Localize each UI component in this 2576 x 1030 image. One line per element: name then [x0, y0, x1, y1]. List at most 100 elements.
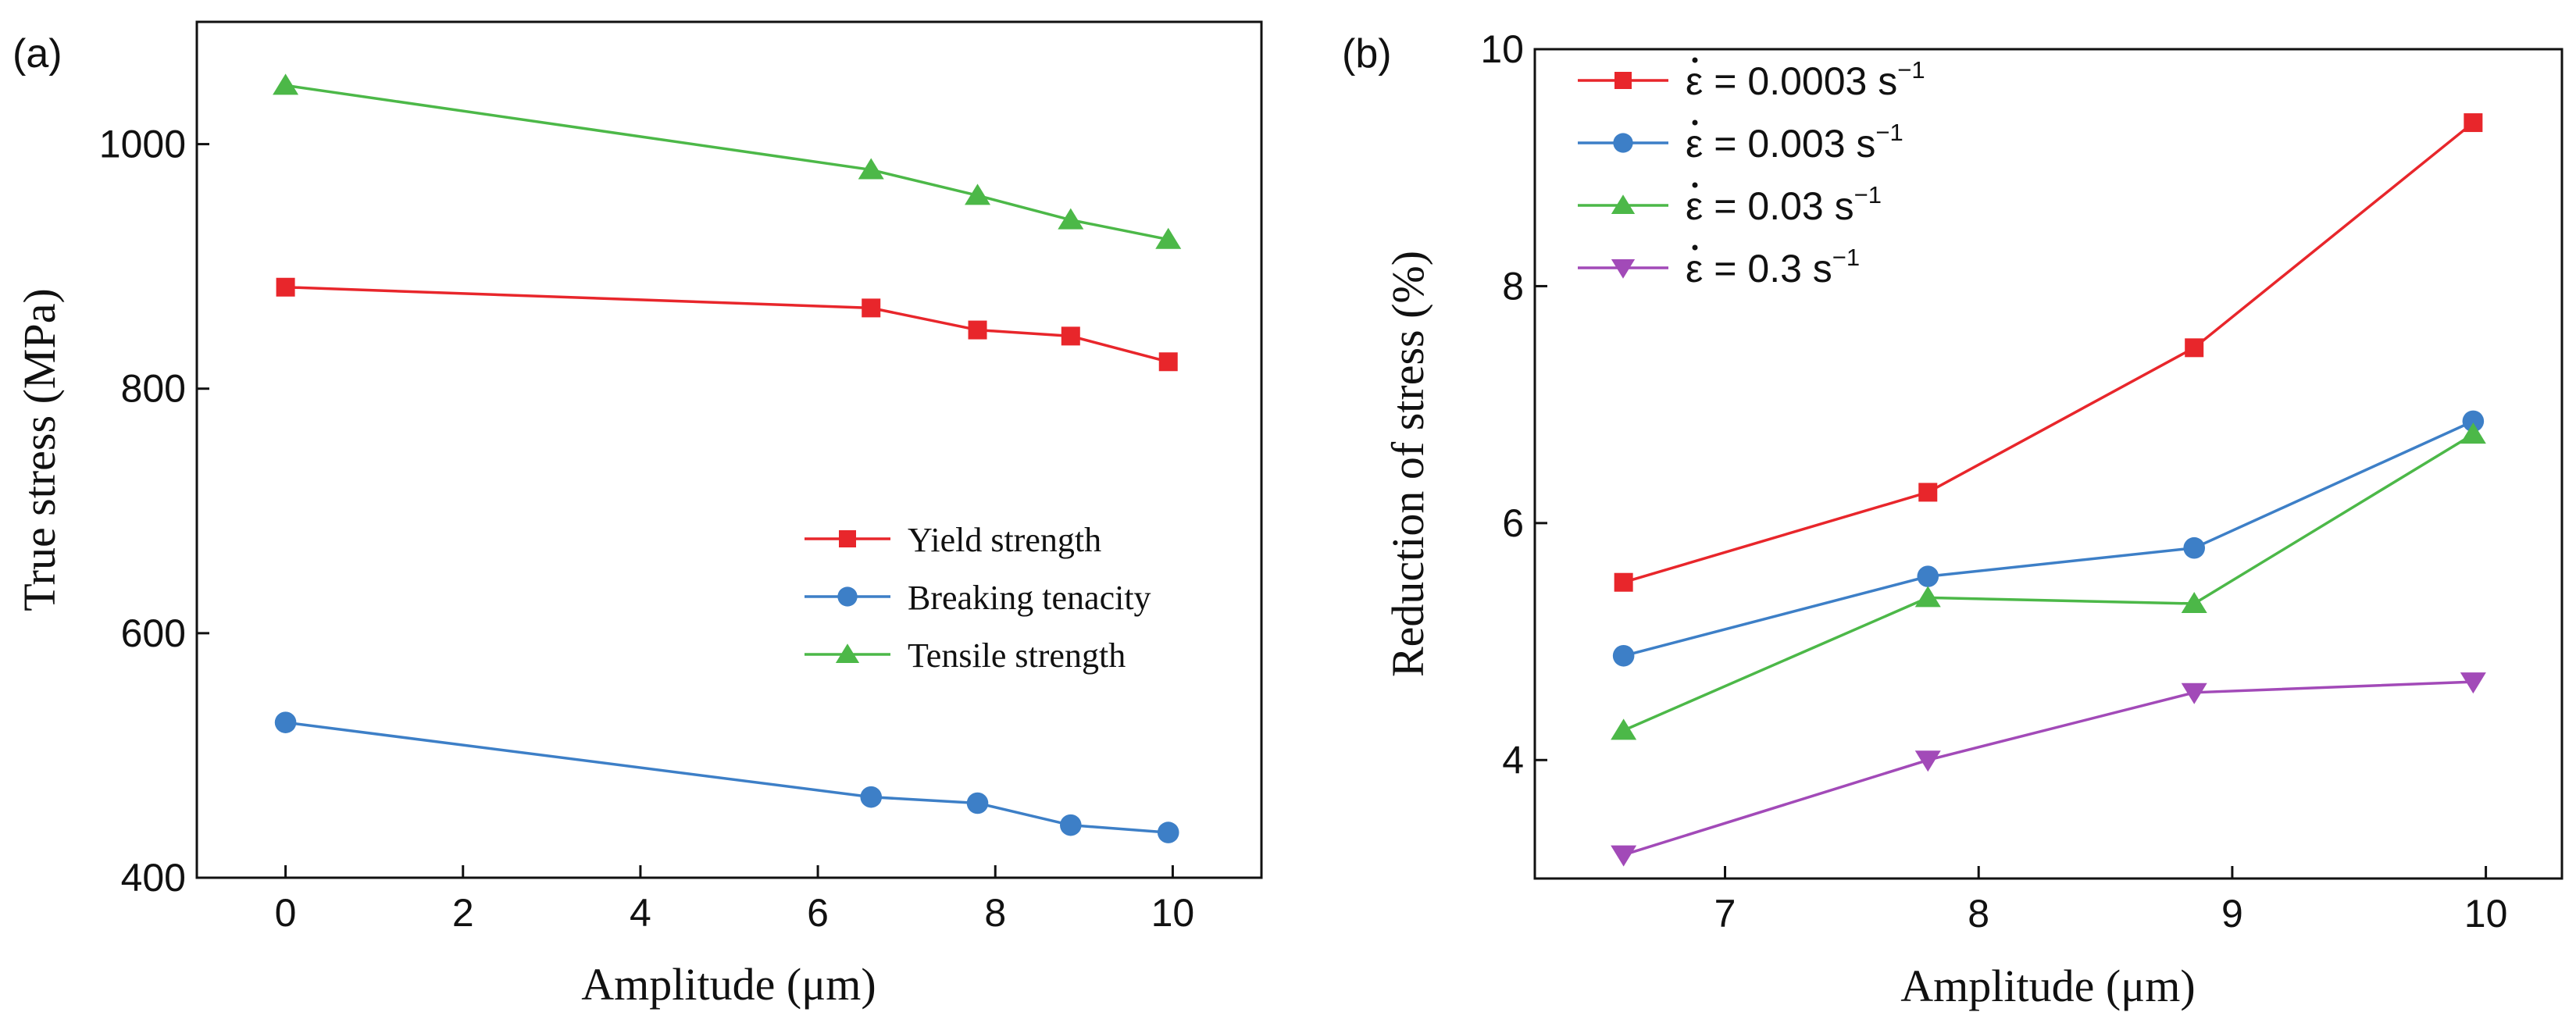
panel-a-y-axis: 400 600 800 1000	[99, 123, 209, 900]
data-point	[968, 320, 987, 340]
panel-b: (b) 4 6 8 10 7 8 9 10 ε = 0.0003 s−1 ε = 0.003 s−…	[1342, 27, 2564, 1011]
panel-b-x-axis: 7 8 9 10	[1714, 866, 2508, 936]
data-point	[1155, 227, 1182, 249]
panel-a-y-axis-title: True stress (MPa)	[14, 288, 65, 611]
data-point	[1611, 718, 1637, 740]
panel-b-label: (b)	[1342, 31, 1392, 77]
data-point	[1611, 845, 1637, 867]
data-point	[1059, 814, 1082, 836]
x-tick-label: 9	[2221, 892, 2243, 936]
data-point	[2462, 410, 2485, 433]
series-line-1	[285, 286, 1169, 363]
data-point	[1614, 572, 1633, 592]
data-point	[2181, 683, 2207, 704]
y-tick-label: 4	[1502, 738, 1524, 782]
data-point	[862, 298, 881, 318]
legend-item: ε = 0.003 s−1	[1578, 119, 1903, 166]
series-line-2	[1623, 419, 2474, 658]
data-point	[273, 73, 299, 95]
data-point	[2460, 422, 2486, 444]
y-tick-label: 400	[121, 856, 186, 900]
legend-label: Yield strength	[908, 521, 1101, 559]
panel-a: (a) 400 600 800 1000 0 2 4 6 8 10 Yield strength…	[12, 20, 1263, 1010]
data-point	[1914, 586, 1941, 608]
panel-b-y-axis: 4 6 8 10	[1480, 27, 1547, 782]
data-point	[2185, 338, 2204, 358]
legend-label: ε = 0.0003 s−1	[1686, 56, 1925, 103]
data-point	[1058, 208, 1084, 230]
data-point	[2464, 113, 2483, 133]
legend-label: ε = 0.03 s−1	[1686, 181, 1882, 228]
x-tick-label: 2	[452, 891, 474, 935]
legend-item: ε = 0.3 s−1	[1578, 244, 1860, 290]
data-point	[2181, 592, 2207, 614]
panel-b-y-axis-title: Reduction of stress (%)	[1383, 251, 1433, 677]
x-tick-label: 4	[630, 891, 651, 935]
panel-a-legend: Yield strength Breaking tenacity Tensile s…	[805, 521, 1151, 675]
series-line-3	[1622, 433, 2474, 732]
x-tick-label: 8	[1968, 892, 1989, 936]
data-point	[2183, 536, 2205, 559]
legend-marker	[1611, 194, 1636, 214]
legend-item: Yield strength	[805, 521, 1101, 559]
y-tick-label: 10	[1480, 27, 1524, 71]
strain-rate-dot	[1692, 244, 1698, 251]
x-tick-label: 8	[984, 891, 1006, 935]
x-tick-label: 0	[275, 891, 297, 935]
legend-item: Breaking tenacity	[805, 579, 1151, 617]
series-line-4	[1623, 680, 2474, 857]
series-line-3	[285, 84, 1169, 241]
legend-marker	[837, 586, 858, 607]
x-tick-label: 7	[1714, 892, 1736, 936]
data-point	[276, 277, 295, 297]
panel-b-plot-frame	[1533, 48, 2564, 880]
data-point	[1917, 565, 1939, 587]
y-tick-label: 8	[1502, 264, 1524, 308]
legend-label: Tensile strength	[908, 636, 1126, 675]
legend-label: ε = 0.003 s−1	[1686, 119, 1903, 166]
legend-item: ε = 0.0003 s−1	[1578, 56, 1925, 103]
data-point	[1918, 483, 1938, 502]
strain-rate-dot	[1692, 57, 1698, 63]
data-point	[1612, 644, 1635, 667]
x-tick-label: 10	[2464, 892, 2508, 936]
strain-rate-dot	[1692, 182, 1698, 188]
y-tick-label: 6	[1502, 501, 1524, 545]
x-tick-label: 6	[807, 891, 829, 935]
legend-marker	[1613, 133, 1633, 153]
panel-a-x-axis-title: Amplitude (μm)	[581, 959, 876, 1010]
panel-a-x-axis: 0 2 4 6 8 10	[275, 865, 1195, 935]
data-point	[858, 158, 884, 180]
panel-a-plot-frame	[195, 20, 1263, 879]
data-point	[1158, 352, 1178, 372]
panel-b-x-axis-title: Amplitude (μm)	[1900, 961, 2195, 1011]
legend-marker	[835, 643, 860, 663]
panel-b-legend: ε = 0.0003 s−1 ε = 0.003 s−1 ε = 0.03 s−1 ε = 0…	[1578, 56, 1925, 290]
legend-item: Tensile strength	[805, 636, 1126, 675]
legend-label: Breaking tenacity	[908, 579, 1151, 617]
y-tick-label: 600	[121, 611, 186, 655]
data-point	[965, 184, 991, 205]
data-point	[966, 792, 989, 814]
data-point	[2460, 672, 2486, 694]
legend-marker	[1611, 259, 1636, 279]
y-tick-label: 1000	[99, 123, 186, 166]
series-line-2	[285, 721, 1168, 834]
series-line-1	[1623, 121, 2474, 584]
legend-marker	[839, 530, 856, 547]
x-tick-label: 10	[1151, 891, 1195, 935]
y-tick-label: 800	[121, 367, 186, 411]
data-point	[274, 711, 297, 733]
legend-label: ε = 0.3 s−1	[1686, 244, 1860, 290]
panel-a-series	[273, 73, 1182, 843]
panel-a-label: (a)	[12, 31, 62, 77]
panel-b-series	[1611, 113, 2486, 867]
data-point	[1157, 822, 1179, 843]
data-point	[1914, 750, 1941, 772]
legend-marker	[1614, 72, 1632, 89]
data-point	[860, 786, 883, 808]
legend-item: ε = 0.03 s−1	[1578, 181, 1882, 228]
strain-rate-dot	[1692, 119, 1698, 126]
data-point	[1061, 326, 1080, 346]
